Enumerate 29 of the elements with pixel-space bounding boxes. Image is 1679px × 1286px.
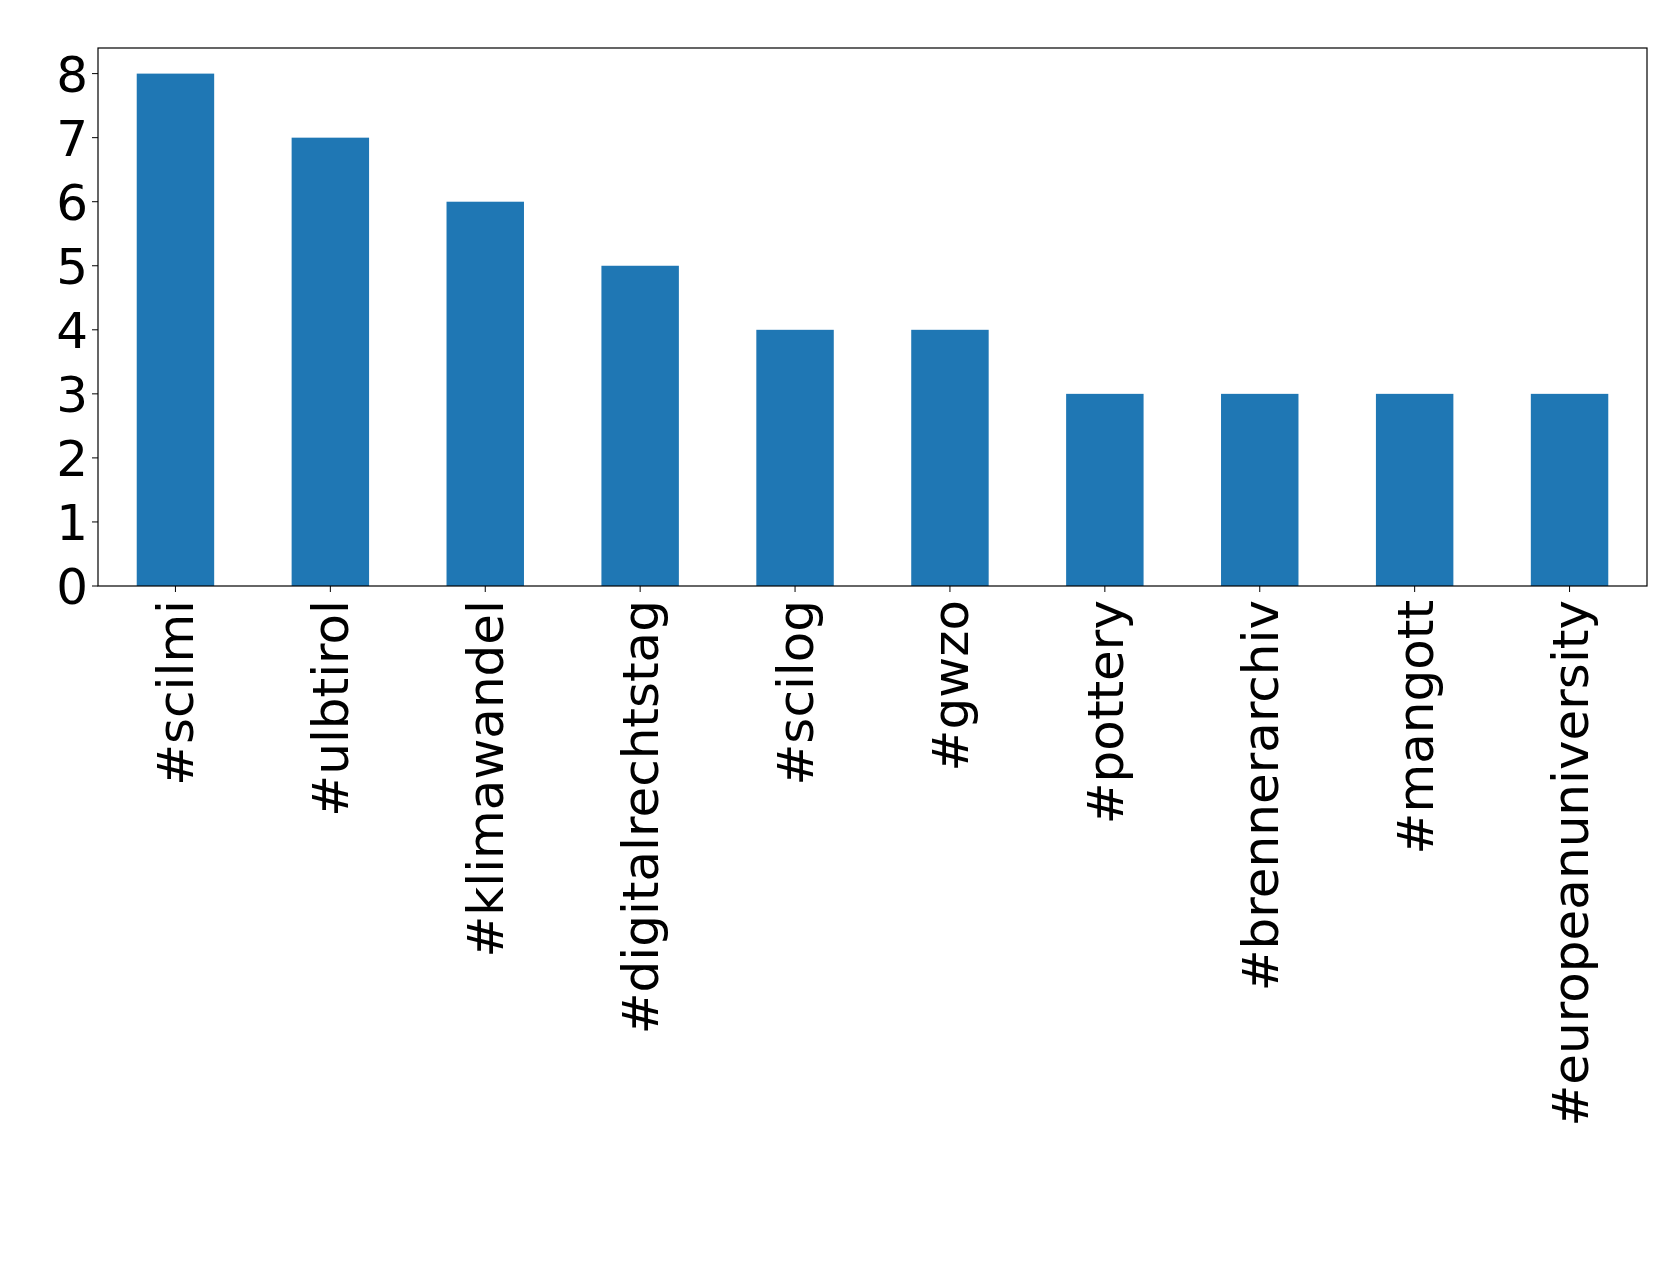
x-tick-label: #europeanuniversity — [1541, 600, 1600, 1127]
bar — [1530, 393, 1609, 586]
x-tick-label: #scilog — [767, 600, 826, 786]
x-tick-label: #mangott — [1386, 600, 1445, 855]
bar — [911, 329, 989, 586]
y-tick-label: 8 — [56, 45, 88, 104]
bar — [1221, 393, 1299, 586]
bar — [291, 137, 370, 586]
y-tick-label: 7 — [56, 109, 88, 168]
bar — [1375, 393, 1454, 586]
y-tick-label: 2 — [56, 429, 88, 488]
y-tick-label: 6 — [56, 173, 88, 232]
x-tick-label: #ulbtirol — [302, 600, 361, 817]
x-tick-label: #digitalrechtstag — [612, 600, 671, 1035]
x-tick-label: #scilmi — [147, 600, 206, 786]
y-tick-label: 5 — [56, 237, 88, 296]
bar — [756, 329, 834, 586]
x-tick-label: #pottery — [1076, 600, 1135, 825]
bar — [1066, 393, 1144, 586]
y-tick-label: 4 — [56, 301, 88, 360]
bar — [601, 265, 679, 586]
y-tick-label: 3 — [56, 365, 88, 424]
x-tick-label: #klimawandel — [457, 600, 516, 958]
bar — [446, 201, 524, 586]
y-tick-label: 0 — [56, 558, 88, 616]
x-tick-label: #gwzo — [921, 600, 980, 772]
y-tick-label: 1 — [56, 493, 88, 552]
bar — [136, 73, 215, 586]
x-tick-label: #brennerarchiv — [1231, 600, 1290, 992]
